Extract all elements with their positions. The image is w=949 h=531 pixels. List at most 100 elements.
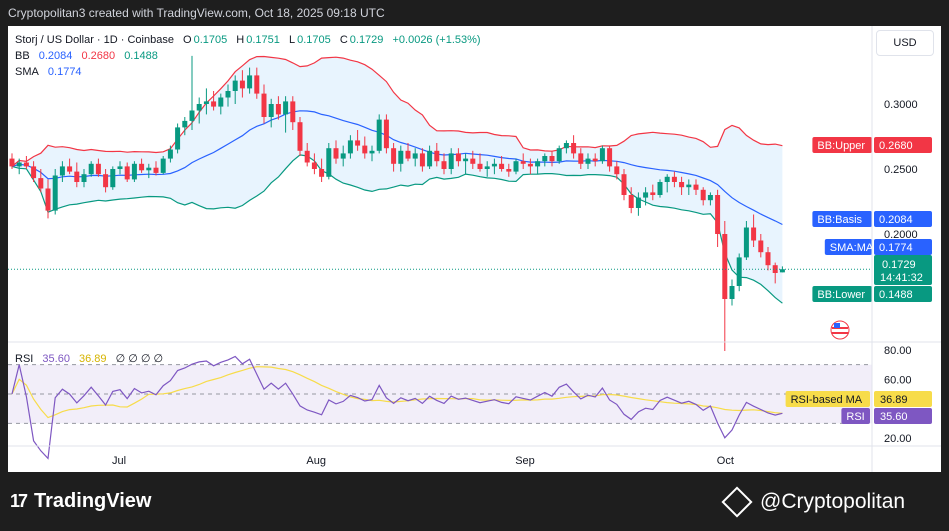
candle-body — [304, 150, 310, 163]
open-value: 0.1705 — [193, 34, 228, 46]
candle — [477, 153, 483, 172]
candle — [16, 158, 22, 175]
candle-body — [412, 153, 418, 159]
candle — [52, 169, 58, 215]
candle — [326, 143, 332, 180]
candle-body — [160, 158, 166, 173]
candle — [585, 153, 591, 169]
bb-basis-badge-value: 0.2084 — [879, 214, 913, 226]
rsi-ma-value: 36.89 — [79, 353, 107, 365]
candle-body — [779, 269, 785, 273]
candle — [239, 70, 245, 98]
candle-body — [448, 153, 454, 169]
sma-legend: SMA 0.1774 — [15, 66, 84, 78]
candle-body — [506, 169, 512, 172]
candle-body — [59, 166, 65, 176]
sma-badge-value-box — [874, 239, 932, 255]
candle-body — [743, 227, 749, 258]
candle-body — [470, 158, 476, 164]
credit-text: Cryptopolitan3 created with TradingView.… — [8, 6, 385, 20]
rsi-badge: RSI 35.60 — [841, 408, 932, 424]
bb-band-fill — [12, 56, 783, 304]
candle-body — [261, 93, 267, 117]
candle — [167, 145, 173, 163]
candle — [592, 153, 598, 167]
sma-badge-value: 0.1774 — [879, 242, 913, 254]
rsi-tick-label: 60.00 — [884, 374, 912, 386]
candle — [23, 156, 29, 169]
us-flag-icon — [830, 320, 850, 340]
candle-body — [38, 178, 44, 189]
candle — [772, 262, 778, 284]
bb-lower-badge-value: 0.1488 — [879, 289, 913, 301]
candle-body — [340, 153, 346, 159]
candle-body — [211, 101, 217, 107]
candle — [614, 161, 620, 180]
candle — [700, 187, 706, 206]
candle — [74, 162, 80, 188]
candle-body — [153, 167, 159, 173]
candle — [765, 247, 771, 271]
candle — [261, 84, 267, 124]
candle-body — [499, 163, 505, 169]
candle-body — [95, 163, 101, 175]
candle-body — [571, 143, 577, 154]
candle — [412, 148, 418, 167]
bb-lower-badge-value-box — [874, 286, 932, 302]
candle — [419, 148, 425, 172]
rsi-extra: ∅ ∅ ∅ ∅ — [115, 353, 164, 365]
candle-body — [23, 162, 29, 167]
rsi-ma-badge: RSI-based MA 36.89 — [785, 391, 932, 407]
candle-body — [643, 192, 649, 198]
candle-body — [182, 120, 188, 128]
chart[interactable]: BB:Upper 0.2680 BB:Basis 0.2084 SMA:MA 0.1774… — [8, 26, 941, 472]
candle — [218, 93, 224, 115]
time-tick-label: Aug — [306, 455, 326, 467]
candle — [117, 161, 123, 175]
candle — [196, 97, 202, 124]
candle-body — [117, 166, 123, 169]
low-label: L — [288, 34, 296, 46]
candle-body — [650, 192, 656, 195]
candle — [628, 187, 634, 214]
sma-value: 0.1774 — [47, 66, 82, 78]
candle — [182, 117, 188, 136]
candle-body — [657, 182, 663, 195]
candle-body — [81, 174, 87, 182]
candle — [535, 158, 541, 175]
chart-panel[interactable]: BB:Upper 0.2680 BB:Basis 0.2084 SMA:MA 0.1774… — [8, 26, 941, 472]
candle — [9, 153, 15, 169]
candle — [232, 75, 238, 104]
candle — [671, 171, 677, 188]
high-label: H — [236, 34, 245, 46]
price-tick-label: 0.2000 — [884, 229, 918, 241]
candle-body — [585, 158, 591, 164]
candle-body — [283, 101, 289, 115]
candle-body — [326, 148, 332, 177]
candle-body — [693, 184, 699, 190]
bb-lower-badge-label-box — [812, 286, 872, 302]
candle-body — [290, 101, 296, 123]
candle — [556, 145, 562, 164]
candle-body — [592, 158, 598, 162]
tradingview-logo: 17 TradingView — [10, 490, 151, 513]
bb-legend: BB 0.2084 0.2680 0.1488 — [15, 50, 160, 62]
flag-stripe — [832, 332, 848, 334]
candle-body — [347, 140, 353, 154]
candle-body — [268, 104, 274, 117]
currency-button[interactable]: USD — [876, 30, 934, 56]
candle-body — [319, 169, 325, 177]
bb-basis-badge: BB:Basis 0.2084 — [812, 211, 932, 227]
rsi-ma-badge-value-box — [874, 391, 932, 407]
candle — [391, 143, 397, 172]
candle — [434, 143, 440, 167]
sma-label: SMA — [15, 66, 39, 78]
candle — [319, 158, 325, 182]
time-tick-label: Jul — [112, 455, 126, 467]
candle — [369, 145, 375, 162]
candle — [520, 153, 526, 169]
low-value: 0.1705 — [297, 34, 331, 46]
price-tick-label: 0.3000 — [884, 99, 918, 111]
candle-body — [484, 166, 490, 169]
candle — [175, 123, 181, 154]
